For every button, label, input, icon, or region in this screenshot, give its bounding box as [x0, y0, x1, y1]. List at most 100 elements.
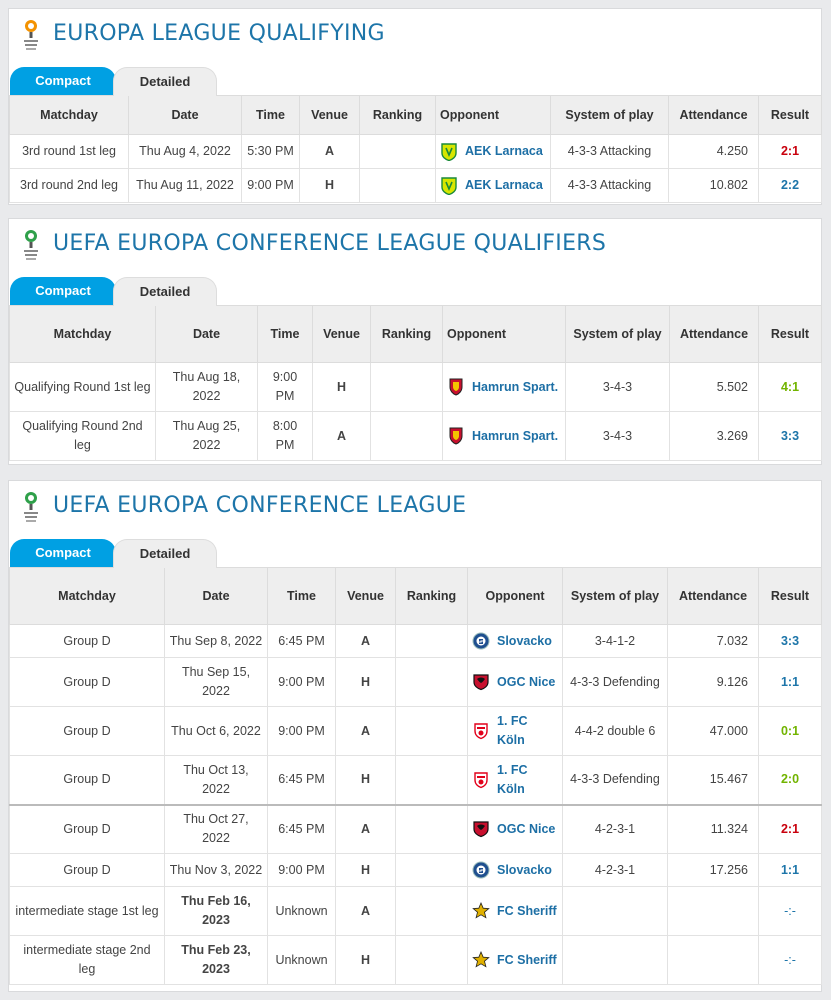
system-cell: 4-3-3 Attacking	[550, 134, 669, 169]
venue-cell: H	[335, 755, 396, 805]
matchday-cell: intermediate stage 2nd leg	[9, 935, 165, 985]
opponent-link[interactable]: OGC Nice	[497, 821, 556, 836]
col-header-matchday[interactable]: Matchday	[9, 95, 129, 135]
col-header-result[interactable]: Result	[758, 567, 822, 625]
section-conference-league-qualifiers: UEFA EUROPA CONFERENCE LEAGUE QUALIFIERS…	[8, 218, 822, 465]
table-row: Group D Thu Sep 15, 2022 9:00 PM H OGC N…	[9, 657, 822, 707]
col-header-opponent[interactable]: Opponent	[467, 567, 563, 625]
date-cell: Thu Aug 25, 2022	[155, 411, 258, 461]
result-link[interactable]: 2:0	[780, 772, 800, 787]
col-header-opponent[interactable]: Opponent	[442, 305, 566, 363]
opponent-link[interactable]: AEK Larnaca	[465, 178, 543, 192]
result-link[interactable]: 1:1	[780, 862, 800, 877]
sheriff-crest-icon[interactable]	[472, 951, 490, 969]
col-header-matchday[interactable]: Matchday	[9, 305, 156, 363]
aek-larnaca-crest-icon[interactable]	[440, 176, 458, 195]
system-cell: 3-4-1-2	[562, 624, 668, 658]
result-link[interactable]: 4:1	[780, 379, 800, 394]
slovacko-crest-icon[interactable]	[472, 632, 490, 650]
col-header-result[interactable]: Result	[758, 305, 822, 363]
result-cell: 2:1	[758, 134, 822, 169]
time-cell: Unknown	[267, 886, 336, 936]
date-cell: Thu Oct 27, 2022	[164, 804, 268, 854]
col-header-venue[interactable]: Venue	[299, 95, 360, 135]
result-link[interactable]: 2:1	[780, 144, 800, 158]
opponent-link[interactable]: Slovacko	[497, 862, 552, 877]
opponent-link[interactable]: Hamrun Spart.	[472, 428, 559, 443]
col-header-time[interactable]: Time	[267, 567, 336, 625]
slovacko-crest-icon[interactable]	[472, 861, 490, 879]
result-link[interactable]: 1:1	[780, 674, 800, 689]
result-link[interactable]: 3:3	[780, 633, 800, 648]
ogc-nice-crest-icon[interactable]	[472, 673, 490, 691]
col-header-date[interactable]: Date	[155, 305, 258, 363]
opponent-link[interactable]: AEK Larnaca	[465, 144, 543, 158]
col-header-venue[interactable]: Venue	[312, 305, 371, 363]
result-link[interactable]: -:-	[784, 903, 796, 918]
col-header-system[interactable]: System of play	[550, 95, 669, 135]
ogc-nice-crest-icon[interactable]	[472, 820, 490, 838]
opponent-link[interactable]: 1. FC Köln	[497, 714, 528, 747]
col-header-attendance[interactable]: Attendance	[668, 95, 759, 135]
col-header-date[interactable]: Date	[164, 567, 268, 625]
tab-compact[interactable]: Compact	[10, 67, 116, 95]
result-link[interactable]: 3:3	[780, 428, 800, 443]
col-header-attendance[interactable]: Attendance	[669, 305, 759, 363]
venue-cell: H	[335, 853, 396, 887]
result-link[interactable]: -:-	[784, 952, 796, 967]
opponent-link[interactable]: FC Sheriff	[497, 903, 557, 918]
table-row: Group D Thu Oct 13, 2022 6:45 PM H 1. FC…	[9, 755, 822, 805]
system-cell: 4-3-3 Attacking	[550, 168, 669, 203]
col-header-ranking[interactable]: Ranking	[370, 305, 443, 363]
result-link[interactable]: 0:1	[780, 723, 800, 738]
matches-table: Matchday Date Time Venue Ranking Opponen…	[9, 567, 822, 985]
matchday-cell: Group D	[9, 853, 165, 887]
result-link[interactable]: 2:2	[780, 178, 800, 192]
col-header-attendance[interactable]: Attendance	[667, 567, 759, 625]
col-header-result[interactable]: Result	[758, 95, 822, 135]
opponent-link[interactable]: OGC Nice	[497, 674, 556, 689]
time-cell: 6:45 PM	[267, 804, 336, 854]
venue-cell: H	[299, 168, 360, 203]
result-link[interactable]: 2:1	[780, 821, 800, 836]
attendance-cell: 11.324	[667, 804, 759, 854]
system-cell	[562, 935, 668, 985]
matchday-cell: 3rd round 2nd leg	[9, 168, 129, 203]
hamrun-crest-icon[interactable]	[447, 427, 465, 445]
sheriff-crest-icon[interactable]	[472, 902, 490, 920]
col-header-system[interactable]: System of play	[565, 305, 670, 363]
col-header-opponent[interactable]: Opponent	[435, 95, 551, 135]
aek-larnaca-crest-icon[interactable]	[440, 142, 458, 161]
tab-compact[interactable]: Compact	[10, 539, 116, 567]
koeln-crest-icon[interactable]	[472, 722, 490, 740]
result-cell: -:-	[758, 886, 822, 936]
venue-cell: H	[312, 362, 371, 412]
koeln-crest-icon[interactable]	[472, 771, 490, 789]
tab-compact[interactable]: Compact	[10, 277, 116, 305]
col-header-matchday[interactable]: Matchday	[9, 567, 165, 625]
tab-detailed[interactable]: Detailed	[113, 277, 217, 306]
ranking-cell	[395, 624, 468, 658]
opponent-link[interactable]: Hamrun Spart.	[472, 379, 559, 394]
col-header-system[interactable]: System of play	[562, 567, 668, 625]
col-header-ranking[interactable]: Ranking	[359, 95, 436, 135]
result-cell: 4:1	[758, 362, 822, 412]
opponent-link[interactable]: FC Sheriff	[497, 952, 557, 967]
col-header-venue[interactable]: Venue	[335, 567, 396, 625]
attendance-cell: 3.269	[669, 411, 759, 461]
col-header-ranking[interactable]: Ranking	[395, 567, 468, 625]
table-row: intermediate stage 2nd leg Thu Feb 23, 2…	[9, 935, 822, 985]
col-header-time[interactable]: Time	[257, 305, 313, 363]
opponent-link[interactable]: Slovacko	[497, 633, 552, 648]
hamrun-crest-icon[interactable]	[447, 378, 465, 396]
table-row: Group D Thu Nov 3, 2022 9:00 PM H Slovac…	[9, 853, 822, 887]
col-header-time[interactable]: Time	[241, 95, 300, 135]
date-cell: Thu Aug 11, 2022	[128, 168, 242, 203]
section-conference-league: UEFA EUROPA CONFERENCE LEAGUE Compact De…	[8, 480, 822, 992]
tab-detailed[interactable]: Detailed	[113, 67, 217, 96]
opponent-cell: FC Sheriff	[467, 935, 563, 985]
tab-detailed[interactable]: Detailed	[113, 539, 217, 568]
col-header-date[interactable]: Date	[128, 95, 242, 135]
opponent-cell: FC Sheriff	[467, 886, 563, 936]
opponent-link[interactable]: 1. FC Köln	[497, 762, 528, 796]
